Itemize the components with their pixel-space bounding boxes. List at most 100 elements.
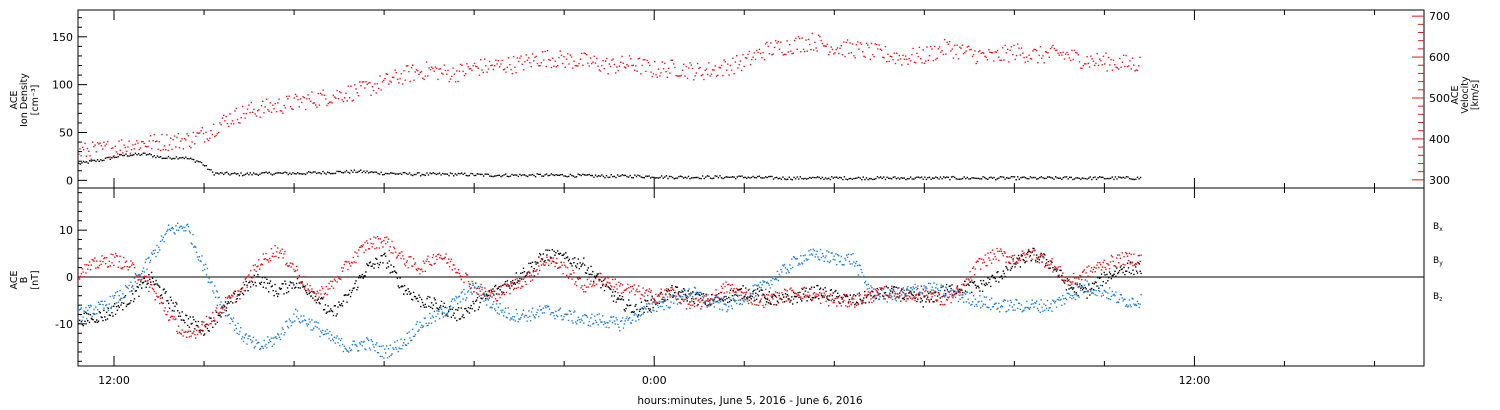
bx-point bbox=[820, 294, 823, 296]
bz-point bbox=[719, 291, 722, 294]
velocity-point bbox=[771, 54, 773, 56]
by-point bbox=[1045, 307, 1048, 310]
bz-point bbox=[971, 279, 973, 281]
bz-point bbox=[82, 271, 84, 273]
velocity-point bbox=[1100, 60, 1102, 62]
bz-point bbox=[918, 294, 920, 296]
bx-point bbox=[376, 262, 379, 265]
bz-point bbox=[920, 285, 923, 288]
density-point bbox=[528, 174, 530, 176]
velocity-point bbox=[1033, 48, 1035, 51]
density-point bbox=[117, 156, 119, 158]
density-point bbox=[369, 171, 371, 173]
bx-point bbox=[352, 287, 354, 290]
bz-point bbox=[123, 256, 125, 259]
density-point bbox=[720, 177, 723, 179]
bx-point bbox=[793, 295, 796, 298]
density-point bbox=[670, 175, 672, 178]
bz-point bbox=[355, 261, 357, 264]
density-point bbox=[479, 173, 482, 176]
bz-point bbox=[546, 256, 548, 258]
bz-point bbox=[514, 278, 517, 281]
bx-point bbox=[897, 287, 899, 289]
bx-point bbox=[271, 285, 273, 287]
by-point bbox=[331, 334, 333, 336]
bx-point bbox=[113, 305, 115, 307]
density-point bbox=[749, 177, 751, 179]
bx-point bbox=[643, 311, 645, 314]
by-point bbox=[599, 319, 601, 321]
velocity-point bbox=[118, 140, 120, 142]
by-point bbox=[656, 304, 659, 307]
bx-point bbox=[724, 299, 726, 301]
bx-point bbox=[394, 270, 396, 272]
bz-point bbox=[870, 298, 872, 300]
by-point bbox=[658, 300, 661, 303]
velocity-point bbox=[91, 141, 94, 143]
by-point bbox=[162, 236, 164, 239]
bz-point bbox=[230, 297, 232, 299]
by-point bbox=[547, 306, 549, 308]
bz-point bbox=[398, 252, 400, 254]
bz-point bbox=[768, 299, 770, 302]
velocity-point bbox=[154, 141, 157, 143]
by-point bbox=[218, 296, 220, 298]
density-point bbox=[1056, 177, 1058, 179]
bx-point bbox=[87, 313, 90, 315]
velocity-point bbox=[159, 149, 162, 152]
density-point bbox=[1039, 176, 1041, 179]
velocity-point bbox=[656, 76, 658, 78]
by-point bbox=[394, 346, 397, 349]
density-point bbox=[260, 172, 263, 174]
bz-point bbox=[185, 330, 187, 333]
density-point bbox=[672, 176, 674, 179]
by-point bbox=[227, 314, 229, 316]
velocity-point bbox=[467, 66, 469, 68]
velocity-point bbox=[604, 60, 607, 62]
by-point bbox=[177, 222, 179, 224]
velocity-point bbox=[103, 141, 105, 143]
by-point bbox=[503, 311, 506, 313]
density-point bbox=[218, 173, 220, 175]
bx-point bbox=[914, 297, 916, 300]
by-point bbox=[380, 345, 382, 348]
by-point bbox=[799, 263, 801, 266]
bx-point bbox=[563, 253, 565, 255]
bx-point bbox=[956, 285, 959, 287]
bz-point bbox=[247, 275, 249, 277]
bz-point bbox=[246, 286, 248, 288]
bx-point bbox=[905, 295, 907, 297]
bz-point bbox=[826, 297, 828, 299]
by-point bbox=[252, 336, 255, 338]
by-point bbox=[773, 276, 775, 278]
density-point bbox=[799, 176, 801, 178]
bz-point bbox=[303, 275, 305, 278]
by-point bbox=[191, 243, 193, 245]
bz-point bbox=[192, 332, 194, 334]
density-point bbox=[850, 177, 852, 180]
bx-point bbox=[762, 293, 764, 295]
velocity-point bbox=[922, 49, 924, 51]
by-point bbox=[490, 306, 492, 308]
bz-point bbox=[917, 287, 919, 290]
density-point bbox=[960, 178, 962, 180]
density-point bbox=[1015, 179, 1017, 181]
bx-point bbox=[479, 301, 481, 304]
bx-point bbox=[754, 299, 756, 301]
bx-point bbox=[505, 285, 508, 287]
bz-point bbox=[530, 280, 532, 282]
by-point bbox=[90, 305, 92, 307]
bx-point bbox=[688, 293, 690, 295]
density-point bbox=[602, 175, 605, 178]
bz-point bbox=[314, 299, 317, 301]
density-point bbox=[254, 173, 256, 175]
bz-point bbox=[362, 244, 364, 246]
bx-point bbox=[1090, 288, 1092, 291]
bz-point bbox=[840, 305, 842, 307]
bz-point bbox=[794, 292, 797, 294]
by-point bbox=[971, 303, 973, 306]
bz-point bbox=[103, 258, 105, 260]
bz-point bbox=[1002, 255, 1004, 257]
by-point bbox=[122, 293, 124, 295]
velocity-point bbox=[684, 75, 686, 77]
